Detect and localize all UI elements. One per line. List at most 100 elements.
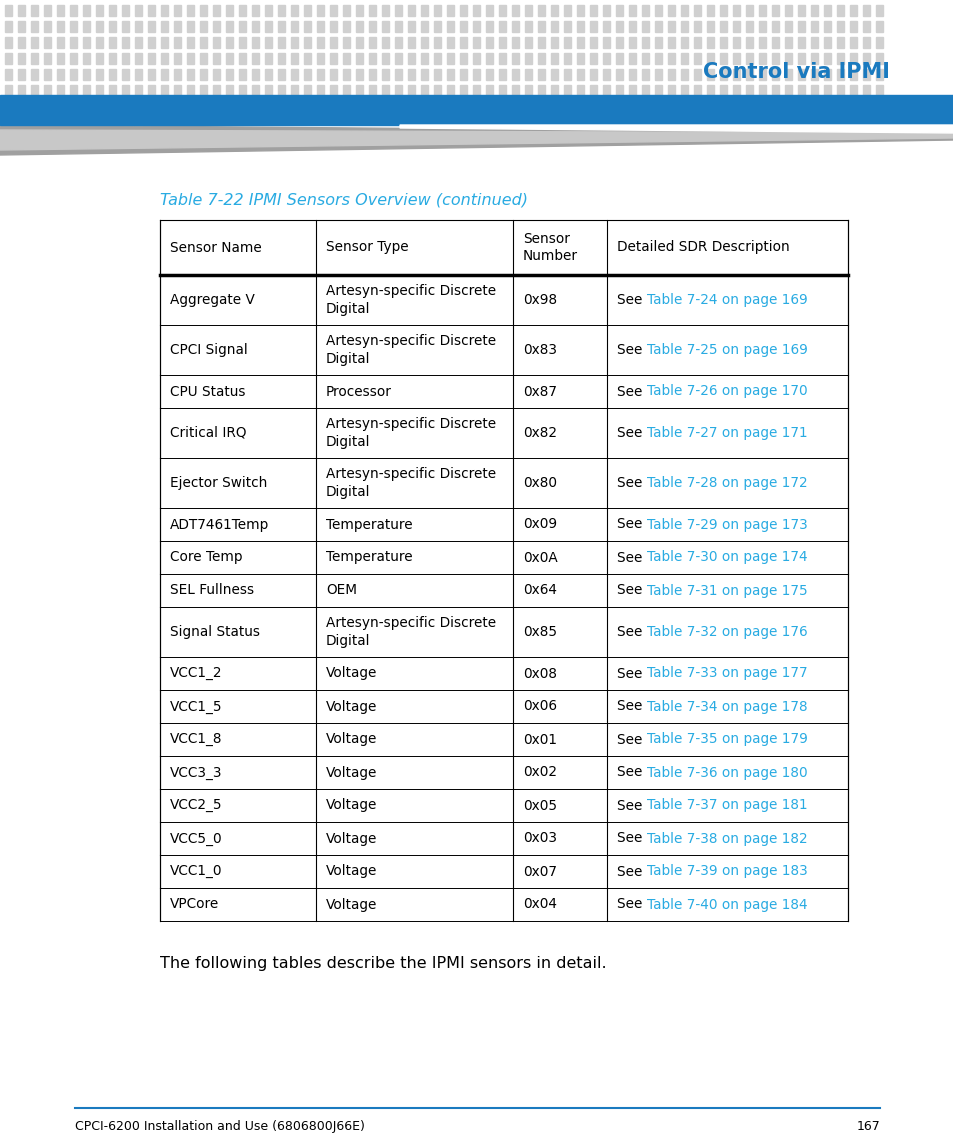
- Text: See: See: [617, 766, 646, 780]
- Text: See: See: [617, 666, 646, 680]
- Bar: [447, 53, 454, 64]
- Bar: [395, 5, 401, 16]
- Bar: [577, 37, 583, 48]
- Text: Processor: Processor: [326, 385, 392, 398]
- Bar: [96, 21, 103, 32]
- Bar: [759, 85, 765, 96]
- Bar: [602, 21, 609, 32]
- Bar: [577, 53, 583, 64]
- Bar: [355, 37, 363, 48]
- Bar: [459, 5, 467, 16]
- Text: 0x98: 0x98: [522, 293, 557, 307]
- Bar: [485, 101, 493, 112]
- Bar: [823, 101, 830, 112]
- Bar: [655, 21, 661, 32]
- Text: Signal Status: Signal Status: [170, 625, 260, 639]
- Bar: [616, 21, 622, 32]
- Bar: [213, 69, 220, 80]
- Bar: [30, 85, 38, 96]
- Bar: [265, 53, 272, 64]
- Bar: [589, 37, 597, 48]
- Text: See: See: [617, 551, 646, 564]
- Bar: [135, 53, 142, 64]
- Bar: [239, 69, 246, 80]
- Bar: [667, 53, 675, 64]
- Bar: [745, 69, 752, 80]
- Bar: [30, 69, 38, 80]
- Text: 0x85: 0x85: [522, 625, 557, 639]
- Text: See: See: [617, 700, 646, 713]
- Bar: [161, 101, 168, 112]
- Bar: [862, 85, 869, 96]
- Bar: [395, 69, 401, 80]
- Bar: [44, 85, 51, 96]
- Text: 0x06: 0x06: [522, 700, 557, 713]
- Bar: [70, 53, 77, 64]
- Bar: [96, 69, 103, 80]
- Bar: [408, 85, 415, 96]
- Bar: [420, 21, 428, 32]
- Bar: [213, 101, 220, 112]
- Bar: [602, 101, 609, 112]
- Bar: [408, 21, 415, 32]
- Bar: [148, 21, 154, 32]
- Bar: [849, 37, 856, 48]
- Bar: [473, 37, 479, 48]
- Bar: [498, 53, 505, 64]
- Bar: [304, 69, 311, 80]
- Bar: [498, 69, 505, 80]
- Bar: [291, 21, 297, 32]
- Bar: [577, 101, 583, 112]
- Bar: [810, 85, 817, 96]
- Bar: [875, 21, 882, 32]
- Bar: [797, 53, 804, 64]
- Bar: [343, 37, 350, 48]
- Bar: [18, 53, 25, 64]
- Bar: [563, 101, 571, 112]
- Bar: [304, 53, 311, 64]
- Bar: [823, 85, 830, 96]
- Bar: [173, 5, 181, 16]
- Bar: [226, 37, 233, 48]
- Bar: [680, 69, 687, 80]
- Text: VPCore: VPCore: [170, 898, 219, 911]
- Bar: [395, 53, 401, 64]
- Bar: [343, 21, 350, 32]
- Bar: [44, 101, 51, 112]
- Bar: [641, 53, 648, 64]
- Bar: [616, 37, 622, 48]
- Bar: [862, 37, 869, 48]
- Bar: [667, 101, 675, 112]
- Bar: [200, 101, 207, 112]
- Bar: [304, 21, 311, 32]
- Bar: [291, 69, 297, 80]
- Bar: [875, 101, 882, 112]
- Text: Table 7-34 on page 178: Table 7-34 on page 178: [646, 700, 806, 713]
- Bar: [355, 69, 363, 80]
- Bar: [5, 37, 12, 48]
- Bar: [200, 5, 207, 16]
- Bar: [641, 101, 648, 112]
- Bar: [161, 5, 168, 16]
- Bar: [836, 21, 843, 32]
- Bar: [447, 21, 454, 32]
- Bar: [239, 21, 246, 32]
- Bar: [381, 101, 389, 112]
- Bar: [732, 37, 740, 48]
- Bar: [784, 37, 791, 48]
- Bar: [759, 37, 765, 48]
- Bar: [680, 37, 687, 48]
- Bar: [18, 37, 25, 48]
- Bar: [823, 5, 830, 16]
- Bar: [420, 69, 428, 80]
- Bar: [83, 5, 90, 16]
- Bar: [628, 53, 636, 64]
- Bar: [459, 101, 467, 112]
- Bar: [330, 69, 336, 80]
- Bar: [187, 5, 193, 16]
- Bar: [628, 69, 636, 80]
- Bar: [420, 37, 428, 48]
- Bar: [109, 69, 116, 80]
- Bar: [485, 53, 493, 64]
- Bar: [304, 5, 311, 16]
